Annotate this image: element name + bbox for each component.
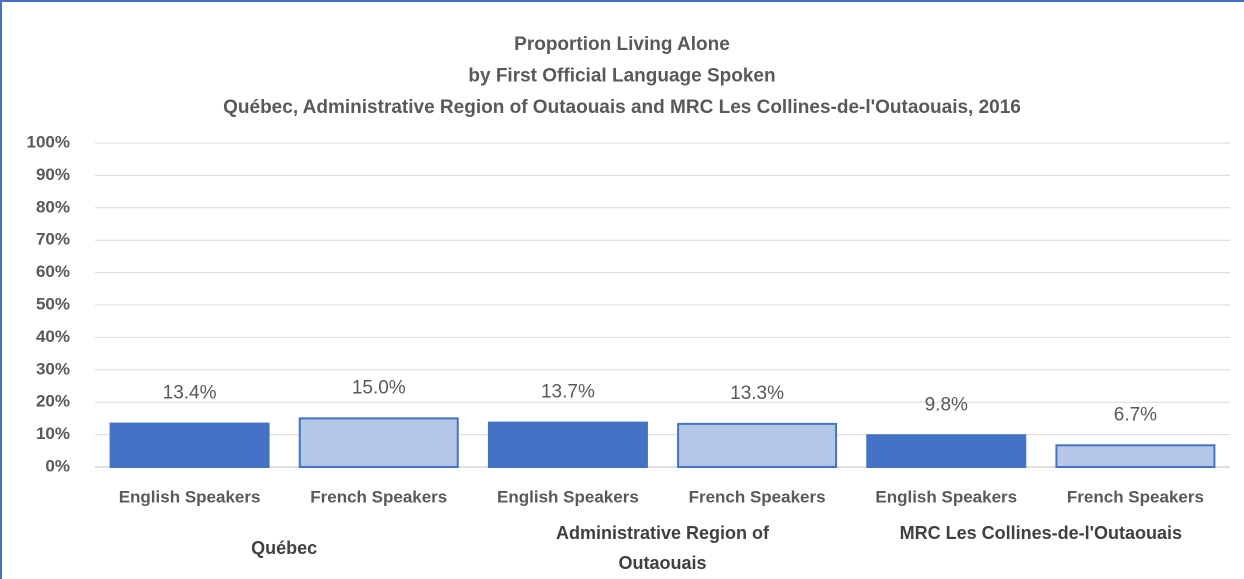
x-tick-label: French Speakers bbox=[689, 487, 826, 506]
y-tick-label: 60% bbox=[36, 262, 70, 281]
data-label: 6.7% bbox=[1114, 404, 1157, 425]
data-label: 13.4% bbox=[163, 383, 217, 404]
x-tick-label: French Speakers bbox=[310, 487, 447, 506]
y-tick-label: 40% bbox=[36, 327, 70, 346]
y-tick-label: 90% bbox=[36, 165, 70, 184]
x-tick-label: French Speakers bbox=[1067, 487, 1204, 506]
bar bbox=[487, 421, 648, 468]
x-tick-label: English Speakers bbox=[497, 487, 639, 506]
data-label: 13.3% bbox=[730, 383, 784, 404]
y-tick-label: 0% bbox=[45, 456, 70, 475]
data-label: 15.0% bbox=[352, 377, 406, 398]
data-label: 9.8% bbox=[925, 394, 968, 415]
y-tick-label: 30% bbox=[36, 359, 70, 378]
bar bbox=[1055, 444, 1216, 468]
bar bbox=[866, 434, 1027, 468]
y-tick-label: 10% bbox=[36, 424, 70, 443]
chart-title: Proportion Living Alone bbox=[514, 34, 730, 55]
bar bbox=[109, 422, 270, 469]
bar bbox=[677, 422, 838, 468]
data-label: 13.7% bbox=[541, 382, 595, 403]
y-tick-label: 80% bbox=[36, 197, 70, 216]
chart-title: Québec, Administrative Region of Outaoua… bbox=[223, 97, 1021, 118]
group-label: Québec bbox=[251, 538, 318, 558]
bar bbox=[298, 417, 459, 468]
y-tick-label: 70% bbox=[36, 230, 70, 249]
x-tick-label: English Speakers bbox=[875, 487, 1017, 506]
chart-title: by First Official Language Spoken bbox=[468, 66, 775, 87]
y-tick-label: 50% bbox=[36, 294, 70, 313]
group-label: Administrative Region of Outaouais bbox=[555, 523, 770, 573]
x-tick-label: English Speakers bbox=[119, 487, 261, 506]
y-tick-label: 100% bbox=[27, 132, 70, 151]
group-label: MRC Les Collines-de-l'Outaouais bbox=[899, 523, 1182, 543]
y-tick-label: 20% bbox=[36, 392, 70, 411]
